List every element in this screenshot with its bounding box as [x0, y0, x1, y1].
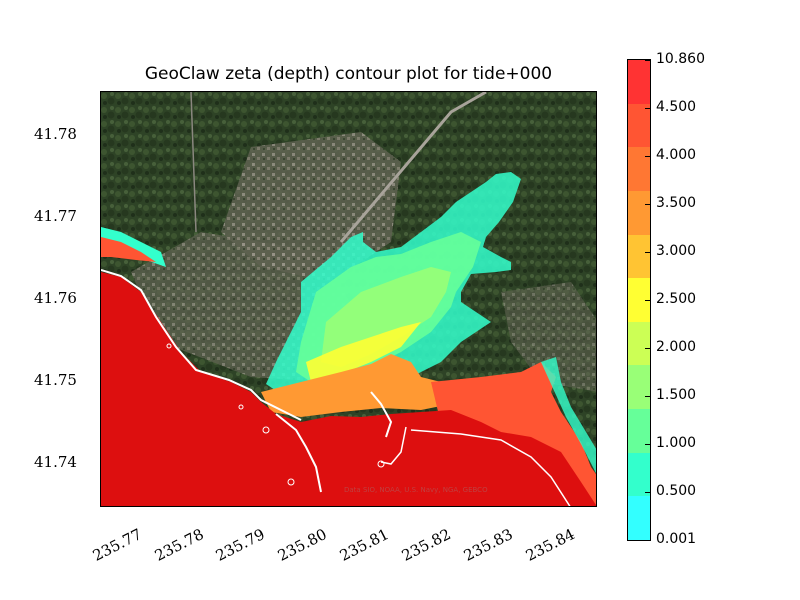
colorbar-segment — [628, 496, 650, 541]
rock — [262, 426, 270, 434]
colorbar-segment — [628, 147, 650, 192]
inundation-coast-west — [101, 227, 166, 267]
colorbar-segment — [628, 103, 650, 148]
colorbar-label: 2.500 — [656, 291, 697, 307]
colorbar-label: 1.500 — [656, 387, 697, 403]
colorbar-segment — [628, 190, 650, 236]
y-tick-label: 41.78 — [34, 125, 77, 143]
colorbar-segment — [628, 452, 650, 497]
colorbar-segment — [628, 234, 650, 279]
jetty — [370, 391, 393, 438]
colorbar-label: 4.500 — [656, 99, 697, 115]
jetty — [380, 426, 407, 465]
colorbar-segment — [628, 321, 650, 366]
colorbar-tick — [645, 540, 651, 541]
colorbar-segment — [628, 409, 650, 454]
colorbar-tick — [645, 252, 651, 253]
coastline-east — [410, 429, 571, 506]
y-tick-label: 41.75 — [34, 371, 77, 389]
y-tick-label: 41.74 — [34, 453, 77, 471]
road — [339, 92, 487, 243]
colorbar-segment — [628, 60, 650, 105]
colorbar-label: 10.860 — [656, 51, 705, 67]
rock — [238, 404, 244, 410]
rock — [166, 343, 172, 349]
colorbar-tick — [645, 156, 651, 157]
colorbar-label: 2.000 — [656, 339, 697, 355]
x-tick-label: 235.82 — [398, 525, 454, 565]
colorbar-tick — [645, 396, 651, 397]
rock — [287, 478, 295, 486]
x-tick-label: 235.84 — [522, 525, 578, 565]
y-tick-label: 41.76 — [34, 289, 77, 307]
colorbar-tick — [645, 108, 651, 109]
inundation-zone-2 — [321, 267, 451, 367]
inundation-east-fringe — [541, 357, 596, 474]
inundation-zone-high — [261, 354, 476, 417]
colorbar-segment — [628, 365, 650, 410]
x-tick-label: 235.80 — [274, 525, 330, 565]
colorbar-tick — [645, 204, 651, 205]
colorbar-label: 0.001 — [656, 531, 697, 547]
colorbar-tick — [645, 60, 651, 61]
x-tick-label: 235.81 — [336, 525, 392, 565]
jetty — [275, 413, 322, 493]
colorbar-label: 1.000 — [656, 435, 697, 451]
plot-title: GeoClaw zeta (depth) contour plot for ti… — [144, 64, 553, 84]
map-plot-area[interactable]: Data SIO, NOAA, U.S. Navy, NGA, GEBCO — [100, 91, 597, 507]
colorbar-label: 4.000 — [656, 147, 697, 163]
ocean — [101, 272, 596, 506]
coastline — [101, 269, 302, 421]
x-tick-label: 235.77 — [89, 525, 145, 565]
x-tick-label: 235.78 — [151, 525, 207, 565]
rock — [377, 460, 385, 468]
urban-area — [501, 282, 596, 392]
colorbar-tick — [645, 300, 651, 301]
x-tick-label: 235.79 — [212, 525, 268, 565]
colorbar-tick — [645, 444, 651, 445]
inundation-zone-3 — [306, 322, 421, 382]
road — [190, 92, 197, 233]
colorbar-label: 3.000 — [656, 243, 697, 259]
inundation-coast-west-inner — [101, 237, 156, 262]
colorbar-tick — [645, 492, 651, 493]
colorbar-label: 0.500 — [656, 483, 697, 499]
colorbar-tick — [645, 348, 651, 349]
colorbar-segment — [628, 278, 650, 323]
y-tick-label: 41.77 — [34, 207, 77, 225]
inundation-map — [101, 92, 596, 506]
map-attribution: Data SIO, NOAA, U.S. Navy, NGA, GEBCO — [344, 486, 488, 494]
x-tick-label: 235.83 — [460, 525, 516, 565]
colorbar-label: 3.500 — [656, 195, 697, 211]
